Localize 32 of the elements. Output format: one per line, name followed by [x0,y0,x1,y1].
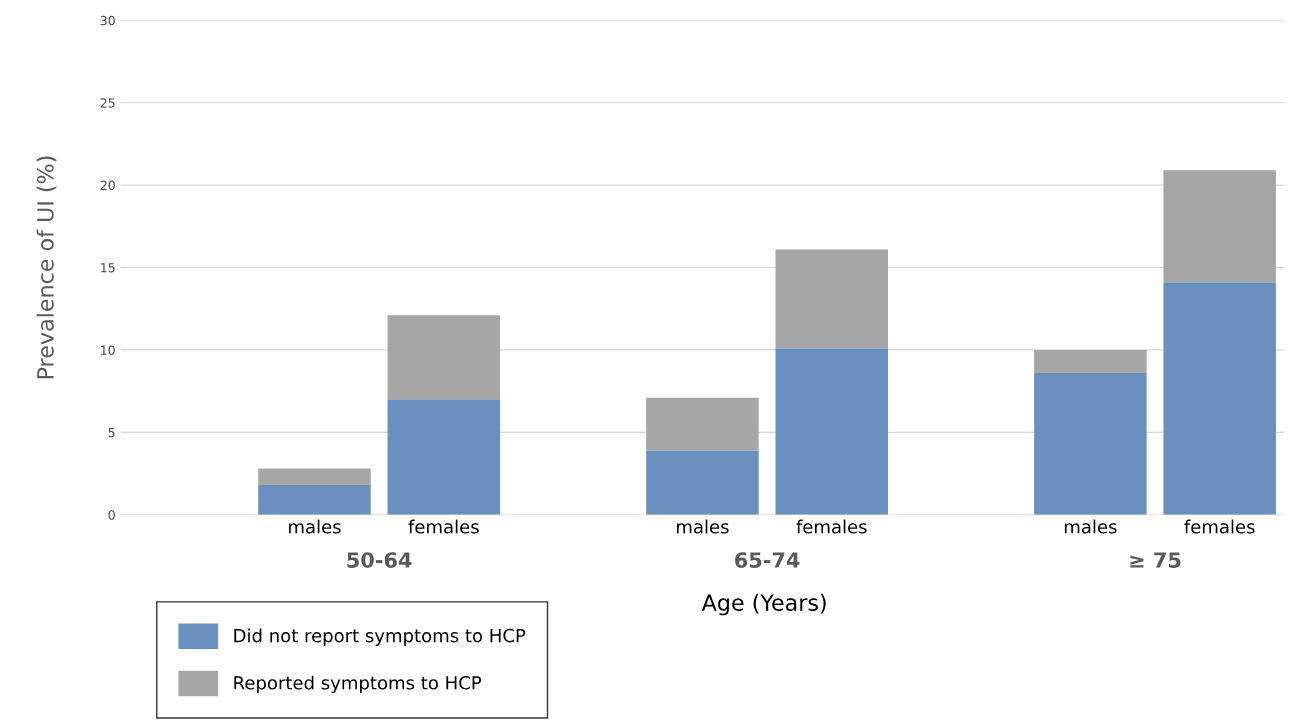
x-tick-label: females [408,519,479,534]
x-tick-label: males [1064,519,1117,534]
text: 50-64 [347,552,412,568]
text: ≥ 75 [1130,552,1181,568]
bar [775,249,888,349]
bar [1034,349,1147,373]
bar [1163,170,1276,283]
y-axis-title: Prevalence of UI (%) [36,156,57,379]
y-tick-label: 15 [101,263,115,273]
bar [258,468,371,486]
text: 65-74 [735,552,800,568]
x-tick-label: males [676,519,729,534]
x-axis-title: Age (Years) [701,593,826,616]
x-tick-label: females [1184,519,1255,534]
bar [646,397,759,451]
legend-label: Reported symptoms to HCP [234,675,482,694]
bar [1034,373,1147,515]
y-tick-label: 25 [100,98,115,108]
y-tick-label: 10 [101,345,115,355]
bar [258,485,371,515]
x-tick-label: males [289,519,341,534]
y-tick-label: 20 [100,180,115,191]
y-tick-label: 0 [108,510,115,520]
bar [387,315,501,400]
legend-label: Did not report symptoms to HCP [234,628,526,646]
y-tick-label: 30 [100,15,115,26]
bar [775,348,888,515]
bar [1163,282,1276,515]
bar [387,399,501,515]
x-tick-label: females [796,519,867,534]
y-tick-label: 5 [108,427,115,438]
bar [646,450,759,515]
